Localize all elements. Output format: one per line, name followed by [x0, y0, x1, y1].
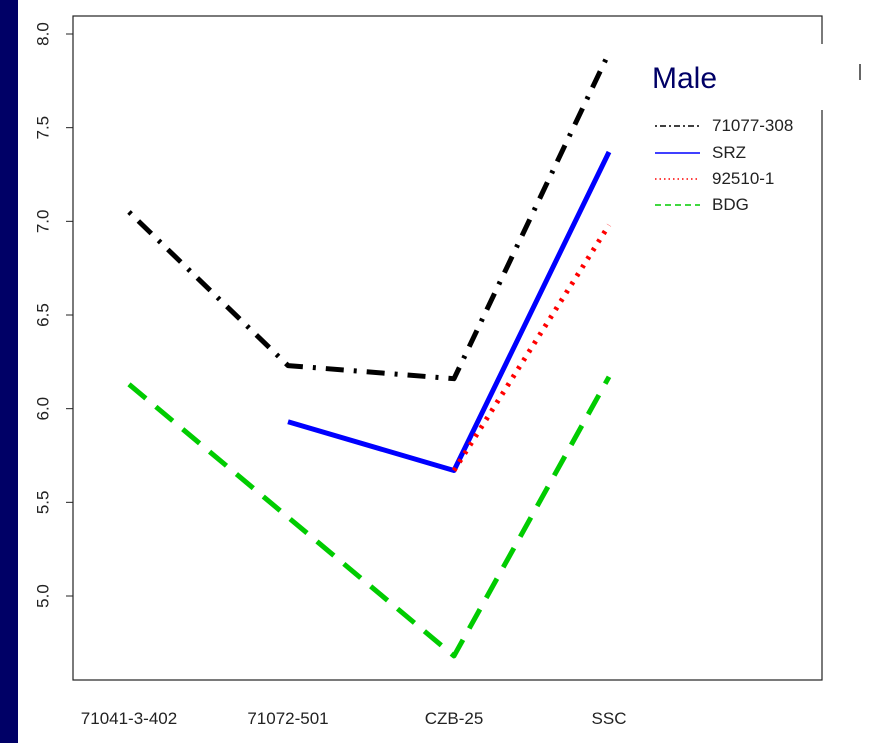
x-tick-label: 71041-3-402: [81, 709, 177, 728]
plot-box: [72, 15, 823, 681]
x-tick-label: 71072-501: [247, 709, 328, 728]
y-tick-label: 7.5: [33, 116, 52, 140]
y-tick-label: 6.0: [33, 397, 52, 421]
y-tick-label: 8.0: [33, 22, 52, 46]
legend-label: 92510-1: [712, 169, 774, 188]
y-tick-label: 7.0: [33, 210, 52, 234]
chart-frame: [18, 0, 876, 743]
x-tick-label: SSC: [592, 709, 627, 728]
title-box: [632, 44, 857, 110]
series-line: [451, 223, 612, 472]
series-line: [127, 51, 612, 382]
legend-label: BDG: [712, 195, 749, 214]
legend-label: 71077-308: [712, 116, 793, 135]
series-line: [287, 150, 612, 473]
legend-label: SRZ: [712, 143, 746, 162]
series-line: [127, 375, 612, 659]
y-tick-label: 5.0: [33, 584, 52, 608]
y-tick-label: 5.5: [33, 491, 52, 515]
chart-title: Male: [652, 62, 717, 95]
y-tick-label: 6.5: [33, 303, 52, 327]
x-tick-label: CZB-25: [425, 709, 484, 728]
